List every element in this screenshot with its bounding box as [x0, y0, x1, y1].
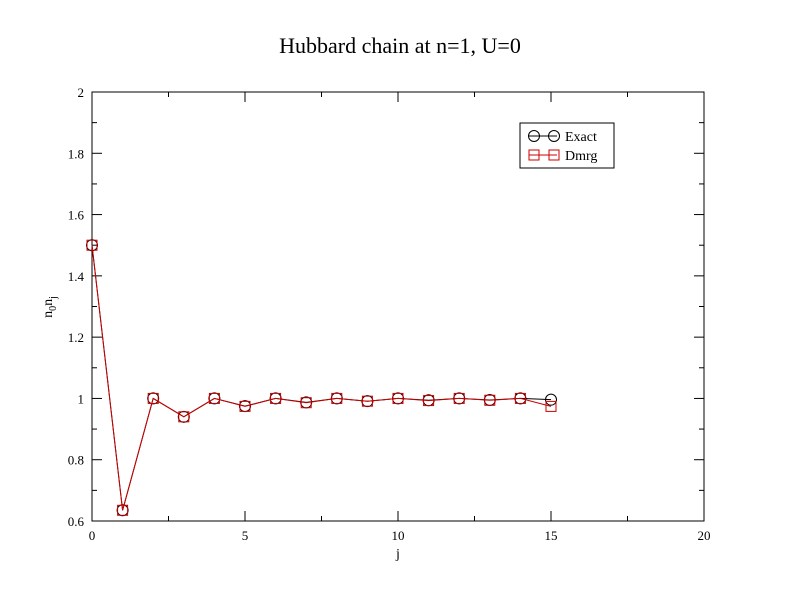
data-point-dmrg — [300, 397, 312, 409]
data-point-exact — [545, 393, 557, 406]
data-point-dmrg — [86, 239, 98, 251]
x-tick-label: 10 — [392, 528, 405, 543]
x-tick-label: 20 — [698, 528, 711, 543]
data-point-dmrg — [270, 392, 282, 404]
y-tick-label: 0.6 — [68, 514, 85, 529]
data-point-dmrg — [178, 411, 190, 423]
data-point-dmrg — [147, 392, 159, 404]
y-axis-label-sub0: 0 — [48, 306, 59, 311]
data-point-dmrg — [423, 395, 435, 407]
y-axis-label-subj: j — [48, 296, 59, 300]
data-point-dmrg — [484, 394, 496, 406]
legend-items: Exact Dmrg — [528, 130, 597, 164]
y-axis-label: n0nj — [41, 296, 59, 318]
y-tick-label: 1.8 — [68, 146, 84, 161]
legend: Exact Dmrg — [519, 122, 615, 169]
legend-marker-exact — [548, 130, 560, 142]
legend-marker-dmrg — [548, 149, 560, 161]
legend-item-dmrg: Dmrg — [528, 149, 597, 164]
data-point-dmrg — [117, 504, 129, 516]
data-point-dmrg — [545, 400, 557, 412]
series-layer — [86, 239, 557, 517]
y-tick-label: 1.6 — [68, 208, 85, 223]
legend-label-exact: Exact — [565, 130, 597, 145]
x-tick-label: 0 — [89, 528, 96, 543]
x-tick-label: 15 — [545, 528, 558, 543]
legend-label-dmrg: Dmrg — [565, 149, 597, 164]
x-tick-label: 5 — [242, 528, 249, 543]
series-line-dmrg — [91, 245, 552, 511]
y-tick-label: 1 — [78, 391, 85, 406]
y-axis-label-nj: n — [41, 299, 56, 306]
data-point-dmrg — [239, 400, 251, 412]
data-point-dmrg — [208, 392, 220, 404]
legend-marker-dmrg — [528, 149, 540, 161]
series-dmrg — [86, 239, 557, 516]
y-tick-label: 1.4 — [68, 269, 85, 284]
legend-marker-exact — [528, 130, 540, 142]
data-point-dmrg — [392, 392, 404, 404]
x-axis-label: j — [395, 547, 400, 562]
legend-item-exact: Exact — [528, 130, 597, 145]
axis-tick-labels: 0 5 10 15 20 0.6 0.8 1 1.2 1.4 1.6 1.8 2 — [68, 85, 711, 543]
y-tick-label: 2 — [78, 85, 85, 100]
data-point-dmrg — [514, 392, 526, 404]
y-tick-label: 1.2 — [68, 330, 84, 345]
y-axis-label-n0: n — [41, 311, 56, 318]
data-point-dmrg — [331, 392, 343, 404]
data-point-dmrg — [453, 392, 465, 404]
chart-title: Hubbard chain at n=1, U=0 — [279, 33, 521, 58]
data-point-dmrg — [361, 395, 373, 407]
plot-area: 0 5 10 15 20 0.6 0.8 1 1.2 1.4 1.6 1.8 2 — [68, 85, 711, 543]
y-tick-label: 0.8 — [68, 453, 84, 468]
axis-ticks — [91, 91, 705, 522]
